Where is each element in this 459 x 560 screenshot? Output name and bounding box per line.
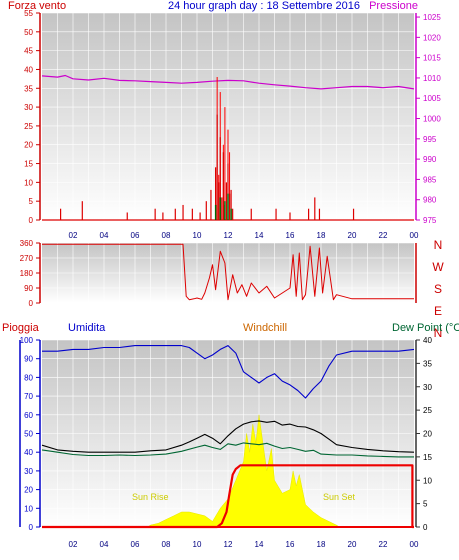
time-tick-label: 20 [348, 231, 357, 240]
dewpoint-legend: Dew Point (°C [392, 322, 459, 334]
humidity-tick-label: 40 [24, 448, 33, 457]
pressure-tick-label: 1005 [423, 94, 441, 103]
wind-speed-tick-label: 25 [24, 122, 33, 131]
wind-direction-line [42, 243, 414, 301]
dewpoint-line [41, 442, 414, 458]
direction-tick-label: 0 [29, 299, 34, 308]
time-tick-label-bottom: 18 [317, 540, 326, 549]
pressure-tick-label: 975 [423, 216, 437, 225]
wind-speed-tick-label: 0 [29, 216, 34, 225]
wind-speed-title: Forza vento [8, 0, 66, 12]
pressure-tick-label: 1010 [423, 74, 441, 83]
compass-label: E [434, 304, 442, 318]
pressure-tick-label: 995 [423, 135, 437, 144]
pressure-title: Pressione [369, 0, 418, 12]
compass-label: N [434, 326, 443, 340]
humidity-tick-label: 60 [24, 411, 33, 420]
temperature-tick-label: 35 [423, 359, 432, 368]
time-tick-label-bottom: 20 [348, 540, 357, 549]
temperature-tick-label: 10 [423, 476, 432, 485]
wind-speed-tick-label: 5 [29, 197, 34, 206]
rain-legend: Pioggia [2, 322, 40, 334]
time-tick-label-bottom: 02 [69, 540, 78, 549]
time-tick-label-bottom: 10 [193, 540, 202, 549]
time-tick-label-bottom: 12 [224, 540, 233, 549]
direction-tick-label: 360 [20, 239, 34, 248]
time-tick-label: 08 [162, 231, 171, 240]
direction-tick-label: 270 [20, 254, 34, 263]
time-tick-label: 06 [131, 231, 140, 240]
humidity-tick-label: 30 [24, 467, 33, 476]
humidity-tick-label: 70 [24, 392, 33, 401]
temperature-tick-label: 30 [423, 383, 432, 392]
humidity-tick-label: 90 [24, 355, 33, 364]
wind-speed-tick-label: 10 [24, 178, 33, 187]
sunrise-annotation: Sun Rise [132, 492, 169, 502]
pressure-tick-label: 1000 [423, 115, 441, 124]
humidity-tick-label: 50 [24, 430, 33, 439]
pressure-tick-label: 985 [423, 175, 437, 184]
wind-speed-tick-label: 30 [24, 103, 33, 112]
sunset-annotation: Sun Set [323, 492, 356, 502]
compass-label: W [432, 260, 444, 274]
windchill-legend: Windchill [243, 322, 287, 334]
temperature-tick-label: 25 [423, 406, 432, 415]
humidity-legend: Umidita [68, 322, 106, 334]
temperature-tick-label: 40 [423, 336, 432, 345]
wind-speed-tick-label: 40 [24, 65, 33, 74]
wind-speed-tick-label: 35 [24, 84, 33, 93]
time-tick-label: 12 [224, 231, 233, 240]
temperature-tick-label: 5 [423, 500, 428, 509]
humidity-tick-label: 10 [24, 504, 33, 513]
time-tick-label-bottom: 08 [162, 540, 171, 549]
temperature-tick-label: 0 [423, 523, 428, 532]
humidity-tick-label: 20 [24, 486, 33, 495]
time-tick-label-bottom: 16 [286, 540, 295, 549]
temperature-line [41, 420, 415, 453]
time-tick-label-bottom: 22 [379, 540, 388, 549]
chart-day-title: 24 hour graph day : 18 Settembre 2016 [168, 0, 360, 12]
wind-speed-tick-label: 55 [24, 9, 33, 18]
time-tick-label: 02 [69, 231, 78, 240]
humidity-tick-label: 0 [29, 523, 34, 532]
time-tick-label-bottom: 00 [410, 540, 419, 549]
wind-speed-tick-label: 15 [24, 160, 33, 169]
pressure-tick-label: 1025 [423, 13, 441, 22]
pressure-tick-label: 990 [423, 155, 437, 164]
pressure-tick-label: 1015 [423, 54, 441, 63]
compass-label: S [434, 282, 442, 296]
humidity-tick-label: 100 [20, 336, 34, 345]
time-tick-label: 00 [410, 231, 419, 240]
pressure-tick-label: 980 [423, 196, 437, 205]
time-tick-label: 16 [286, 231, 295, 240]
humidity-line [42, 345, 415, 399]
direction-tick-label: 90 [24, 284, 33, 293]
grid-lines [42, 12, 414, 528]
time-tick-label: 18 [317, 231, 326, 240]
data-marks [41, 74, 415, 529]
wind-speed-tick-label: 45 [24, 47, 33, 56]
rain-cumulative-line [42, 464, 414, 529]
axes: 0510152025303540455055975980985990995100… [19, 9, 441, 549]
humidity-tick-label: 80 [24, 373, 33, 382]
time-tick-label-bottom: 14 [255, 540, 264, 549]
time-tick-label: 14 [255, 231, 264, 240]
wind-speed-tick-label: 20 [24, 141, 33, 150]
temperature-tick-label: 20 [423, 430, 432, 439]
time-tick-label-bottom: 06 [131, 540, 140, 549]
temperature-tick-label: 15 [423, 453, 432, 462]
pressure-line [41, 74, 415, 90]
direction-tick-label: 180 [20, 269, 34, 278]
time-tick-label-bottom: 04 [100, 540, 109, 549]
time-tick-label: 22 [379, 231, 388, 240]
time-tick-label: 10 [193, 231, 202, 240]
wind-speed-tick-label: 50 [24, 28, 33, 37]
compass-label: N [434, 238, 443, 252]
time-tick-label: 04 [100, 231, 109, 240]
pressure-tick-label: 1020 [423, 33, 441, 42]
